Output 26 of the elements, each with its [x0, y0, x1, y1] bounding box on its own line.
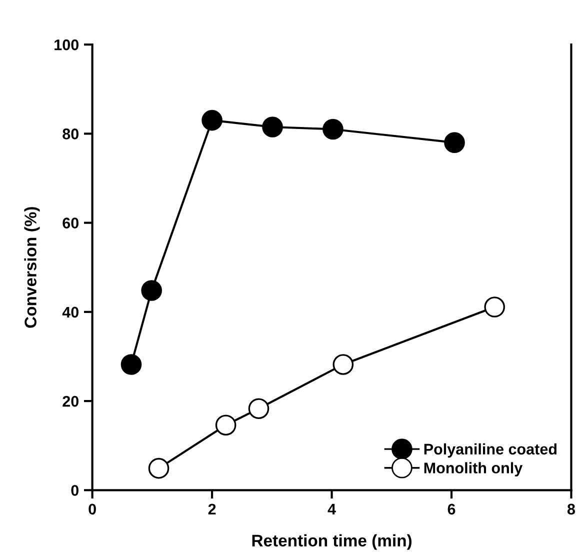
y-tick-label: 0	[71, 485, 78, 496]
y-axis-title: Conversion (%)	[24, 207, 40, 328]
x-axis-title: Retention time (min)	[252, 534, 412, 550]
x-tick-label: 0	[88, 504, 96, 515]
point	[120, 354, 142, 375]
y-tick-label: 60	[62, 218, 78, 228]
point	[141, 280, 162, 301]
point	[484, 296, 506, 318]
point	[248, 398, 270, 420]
point	[148, 458, 170, 479]
x-tick-label: 2	[208, 504, 216, 514]
point	[262, 116, 283, 138]
legend-label: Polyaniline coated	[424, 443, 556, 458]
y-tick-label: 20	[62, 396, 78, 407]
point	[322, 118, 344, 140]
point	[202, 110, 222, 131]
y-tick-label: 100	[54, 39, 78, 50]
y-tick-label: 80	[62, 128, 78, 140]
y-tick-label: 40	[62, 306, 78, 318]
legend-label: Monolith only	[424, 462, 523, 476]
x-tick-label: 4	[328, 504, 336, 514]
x-tick-label: 6	[448, 504, 456, 515]
point	[332, 354, 354, 375]
point	[215, 414, 236, 436]
point	[444, 132, 465, 153]
x-tick-label: 8	[567, 504, 576, 515]
